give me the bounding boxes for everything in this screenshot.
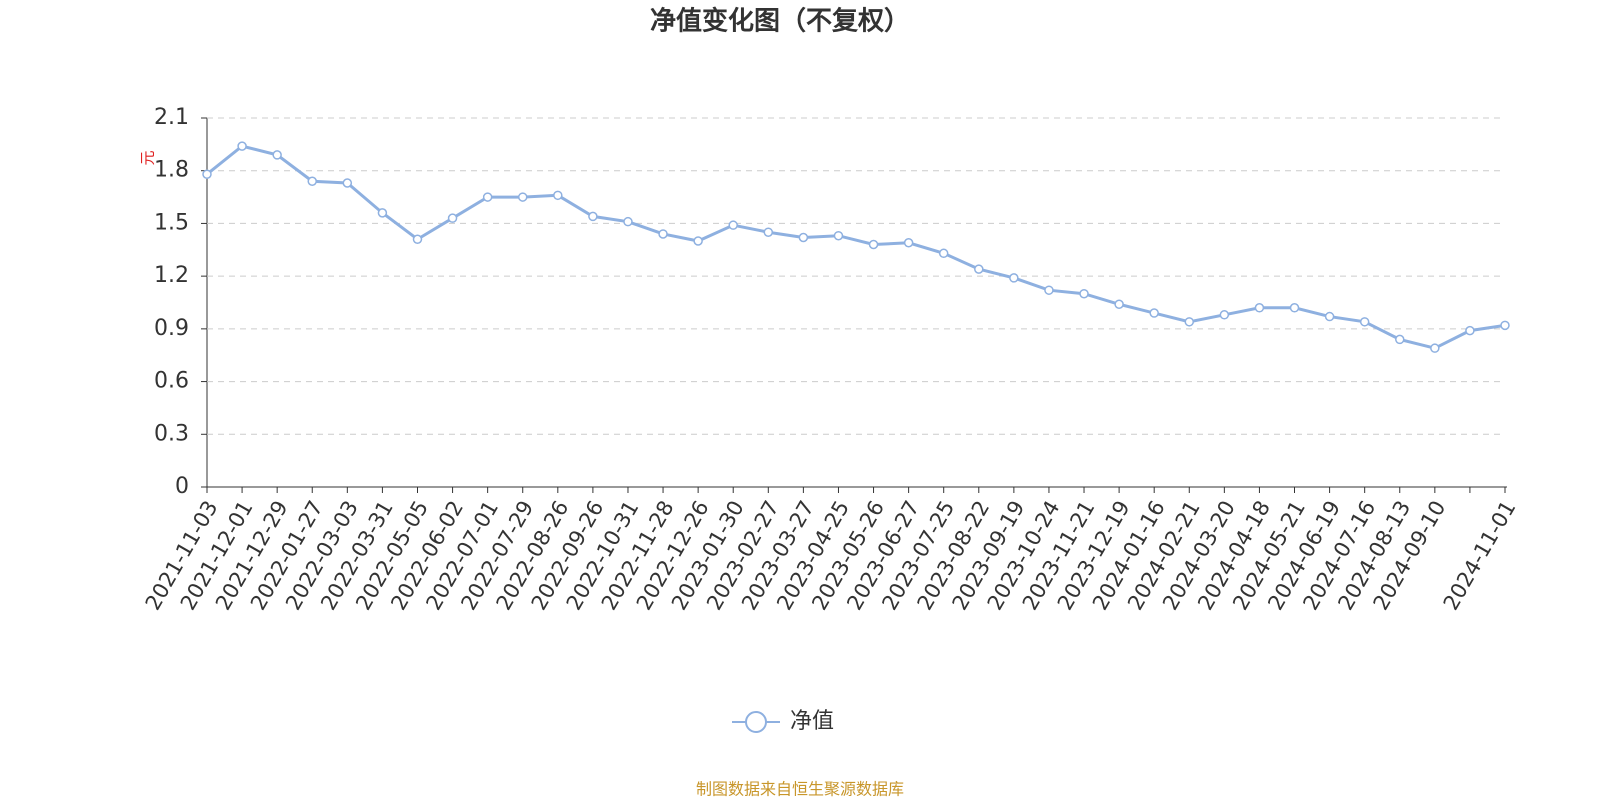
point	[1149, 308, 1159, 318]
point	[833, 230, 844, 241]
point	[1324, 311, 1335, 322]
point	[623, 216, 633, 227]
legend-marker	[745, 711, 767, 733]
point	[342, 178, 353, 188]
point	[482, 192, 493, 202]
point	[517, 192, 528, 202]
y-tick-label: 1.8	[154, 158, 189, 183]
y-tick-label: 0.3	[154, 421, 189, 446]
y-tick-label: 1.2	[154, 263, 189, 288]
y-tick-label: 0.6	[154, 369, 189, 394]
point	[447, 213, 458, 223]
point	[1009, 273, 1019, 283]
point	[588, 211, 598, 222]
point	[1430, 343, 1440, 353]
point	[868, 239, 879, 250]
point	[1254, 303, 1265, 313]
point	[1184, 317, 1195, 327]
point	[938, 248, 949, 259]
y-tick-label: 0	[175, 474, 189, 499]
point	[272, 150, 282, 160]
point	[763, 227, 774, 237]
legend-label: 净值	[790, 709, 834, 734]
point	[412, 234, 423, 244]
point	[1044, 285, 1054, 295]
point	[798, 232, 809, 243]
point	[693, 236, 703, 246]
point	[1500, 320, 1510, 331]
point	[1359, 317, 1370, 327]
point	[237, 141, 247, 151]
x-tick-label: 2024-11-01	[1439, 497, 1521, 615]
point	[728, 220, 738, 230]
point	[1079, 288, 1089, 299]
point	[974, 264, 984, 274]
point	[1114, 299, 1124, 310]
point	[202, 169, 212, 179]
y-axis-label: 元	[139, 150, 157, 165]
point	[307, 176, 317, 187]
point	[658, 229, 668, 239]
point	[377, 208, 388, 218]
y-tick-label: 0.9	[154, 316, 189, 341]
point	[903, 238, 914, 248]
y-tick-label: 1.5	[154, 210, 189, 235]
point	[1395, 334, 1405, 345]
point	[1465, 325, 1475, 336]
point	[1289, 303, 1300, 313]
line	[206, 144, 1506, 350]
chart-title: 净值变化图（不复权）	[650, 6, 910, 37]
source-note: 制图数据来自恒生聚源数据库	[696, 780, 904, 799]
point	[1219, 310, 1230, 320]
y-tick-label: 2.1	[154, 105, 189, 130]
point	[553, 190, 563, 201]
